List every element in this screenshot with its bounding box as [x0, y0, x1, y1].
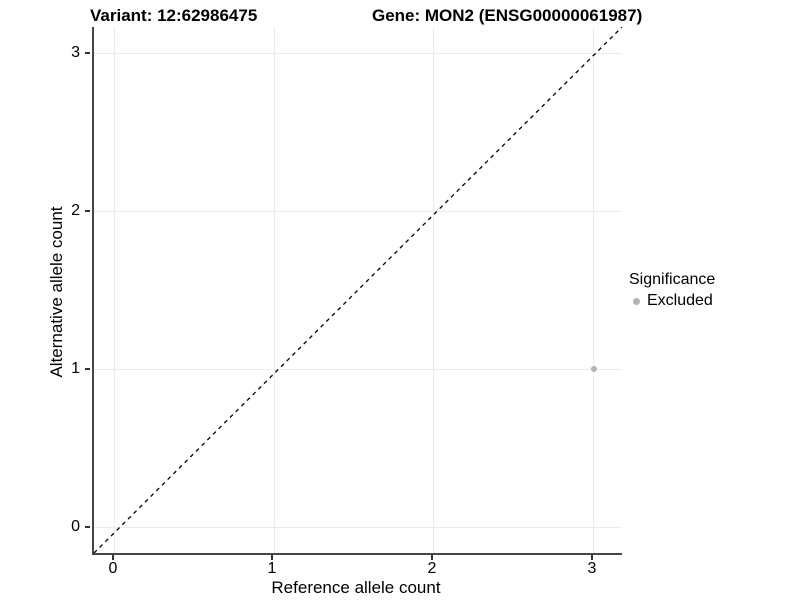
legend: Significance Excluded	[629, 270, 715, 310]
y-tick-label-2: 2	[71, 202, 80, 219]
x-tick-label-3: 3	[587, 560, 597, 577]
legend-title: Significance	[629, 271, 716, 288]
gridline-y-0	[94, 527, 622, 528]
x-tick-2	[431, 555, 433, 560]
y-tick-1	[85, 368, 90, 370]
y-tick-label-1: 1	[71, 360, 80, 377]
y-tick-label-3: 3	[71, 44, 80, 61]
variant-title: Variant: 12:62986475	[90, 6, 258, 25]
x-tick-1	[271, 555, 273, 560]
gridline-x-2	[433, 27, 434, 553]
y-tick-3	[85, 52, 90, 54]
y-axis-title: Alternative allele count	[47, 206, 66, 378]
gridline-y-3	[94, 53, 622, 54]
x-tick-label-1: 1	[267, 560, 277, 577]
legend-item-label: Excluded	[647, 292, 713, 309]
y-tick-0	[85, 526, 90, 528]
y-tick-2	[85, 210, 90, 212]
x-tick-0	[112, 555, 114, 560]
plot-panel	[92, 27, 622, 555]
gridline-x-0	[114, 27, 115, 553]
x-tick-label-0: 0	[108, 560, 118, 577]
data-point-excluded	[591, 366, 597, 372]
y-tick-label-0: 0	[71, 518, 80, 535]
gene-title: Gene: MON2 (ENSG00000061987)	[372, 6, 643, 25]
gridline-y-2	[94, 211, 622, 212]
gridline-x-3	[593, 27, 594, 553]
gridline-x-1	[274, 27, 275, 553]
legend-key-dot-icon	[633, 297, 640, 305]
x-tick-3	[591, 555, 593, 560]
identity-line	[94, 27, 622, 553]
x-axis-title: Reference allele count	[271, 578, 441, 597]
gridline-y-1	[94, 369, 622, 370]
legend-item-excluded: Excluded	[629, 292, 715, 310]
x-tick-label-2: 2	[427, 560, 437, 577]
